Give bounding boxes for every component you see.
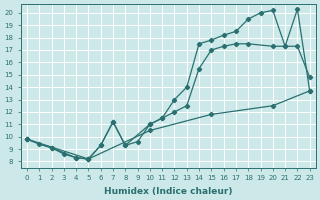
- X-axis label: Humidex (Indice chaleur): Humidex (Indice chaleur): [104, 187, 233, 196]
